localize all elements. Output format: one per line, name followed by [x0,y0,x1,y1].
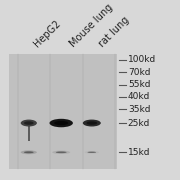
Text: 70kd: 70kd [128,68,150,77]
FancyBboxPatch shape [9,54,117,169]
Ellipse shape [54,121,68,125]
Ellipse shape [87,152,96,153]
Ellipse shape [85,151,99,154]
Text: 35kd: 35kd [128,105,150,114]
FancyBboxPatch shape [28,126,30,141]
Ellipse shape [56,151,67,153]
Ellipse shape [86,121,97,125]
Text: 55kd: 55kd [128,80,150,89]
Ellipse shape [24,151,34,153]
Text: 40kd: 40kd [128,92,150,101]
Ellipse shape [21,120,37,127]
Text: rat lung: rat lung [97,15,131,49]
Text: 25kd: 25kd [128,119,150,128]
Ellipse shape [50,119,73,127]
Ellipse shape [52,151,70,154]
Text: HepG2: HepG2 [32,19,63,49]
Text: 100kd: 100kd [128,55,156,64]
Text: 15kd: 15kd [128,148,150,157]
Text: Mouse lung: Mouse lung [68,2,115,49]
Ellipse shape [24,121,34,125]
Ellipse shape [83,120,101,127]
Ellipse shape [21,150,37,154]
